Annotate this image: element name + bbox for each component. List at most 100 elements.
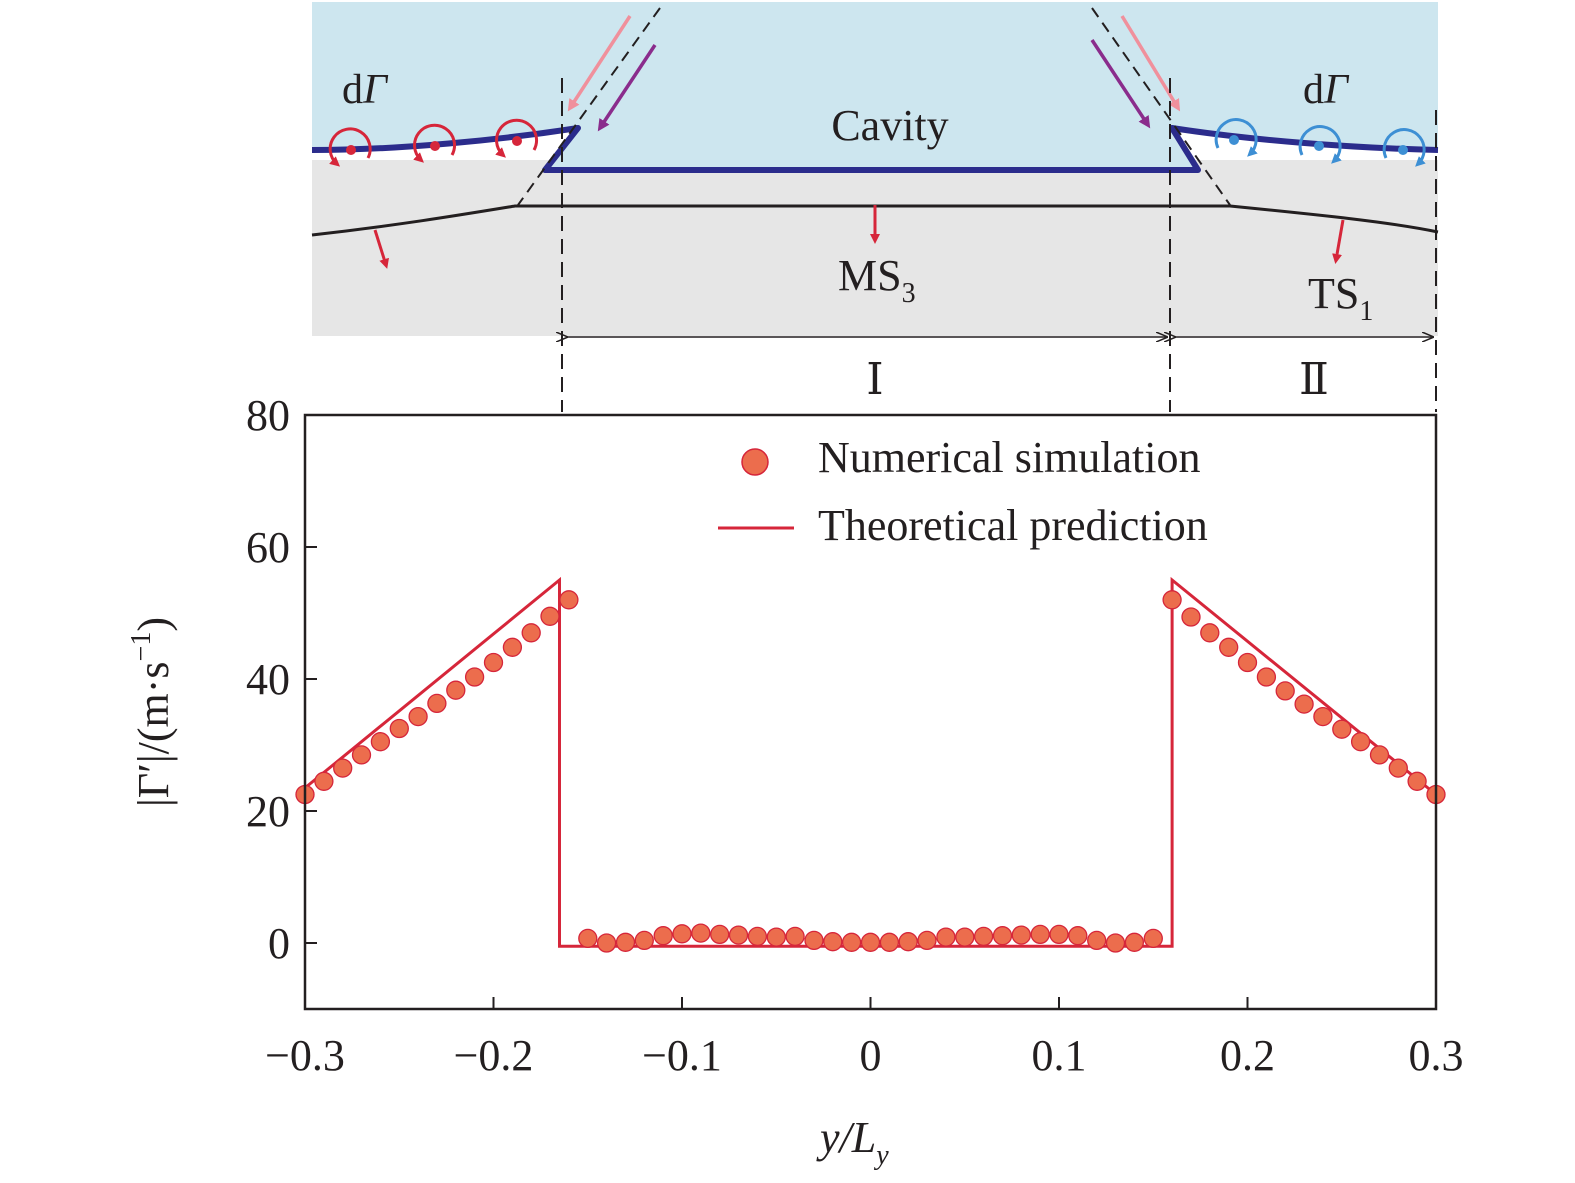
vortex-left-3 [495, 118, 539, 158]
chart: −0.3 −0.2 −0.1 0 0.1 0.2 0.3 0 20 40 60 80 y/Ly |Γ… [126, 391, 1464, 1171]
sim-point [860, 932, 881, 952]
sim-point [634, 930, 654, 951]
sim-point [578, 928, 598, 949]
sim-point [691, 923, 711, 943]
sim-point [1237, 652, 1258, 673]
shock-arrow-right [1332, 219, 1345, 264]
sim-point [314, 771, 334, 791]
sim-point [1388, 758, 1408, 778]
legend-marker-simulation [741, 448, 769, 476]
x-tick-label: −0.1 [642, 1031, 722, 1080]
gas-region [312, 160, 1438, 336]
sim-point [973, 926, 994, 947]
legend-label-simulation: Numerical simulation [818, 433, 1200, 482]
sim-point [1105, 933, 1126, 953]
sim-point [1200, 623, 1220, 643]
x-tick-label: 0 [860, 1031, 882, 1080]
sim-point [540, 606, 560, 626]
dashed-incident-left [517, 7, 661, 206]
sim-point [653, 926, 673, 946]
sim-point [483, 652, 504, 673]
arrow-purple-right [1090, 39, 1151, 129]
sim-point [728, 925, 749, 945]
y-tick-label: 60 [246, 523, 290, 572]
y-tick-label: 40 [246, 655, 290, 704]
dashed-incident-right [1091, 7, 1231, 206]
theory-line [304, 576, 1437, 948]
region-1-label: Ⅰ [866, 355, 883, 404]
sim-point [596, 933, 617, 953]
ms3-label: MS3 [838, 251, 916, 309]
sim-point [879, 932, 900, 952]
vortex-left-1 [328, 127, 372, 167]
sim-point [446, 680, 466, 700]
sim-point [1332, 719, 1352, 739]
sim-point [370, 732, 391, 752]
sim-point [747, 926, 768, 947]
sim-point [1275, 681, 1295, 701]
sim-point [1068, 926, 1088, 946]
sim-point [502, 637, 523, 657]
sim-point [351, 745, 372, 765]
sim-point [1219, 637, 1239, 657]
shock-line [311, 204, 1439, 237]
sim-point [389, 718, 409, 739]
y-axis-label: |Γ′|/(m·s−1) [126, 617, 178, 807]
y-tick-label: 80 [246, 391, 290, 440]
legend-label-theory: Theoretical prediction [818, 501, 1208, 550]
sim-point [955, 927, 975, 947]
x-tick-label: −0.3 [265, 1031, 345, 1080]
ts1-label: TS1 [1308, 269, 1373, 327]
dgamma-right-label: dΓ [1303, 67, 1350, 113]
x-tick-label: 0.3 [1409, 1031, 1464, 1080]
sim-point [804, 930, 824, 951]
sim-point [333, 758, 353, 778]
sim-point [1294, 694, 1314, 714]
sim-point [559, 590, 579, 610]
y-tick-label: 0 [268, 919, 290, 968]
sim-point [766, 927, 786, 947]
sim-point [1407, 771, 1427, 791]
sim-point [408, 706, 428, 727]
cavity-region [312, 2, 1438, 172]
sim-point [672, 924, 692, 944]
interface-line [311, 125, 1439, 173]
x-tick-label: 0.1 [1032, 1031, 1087, 1080]
region-2-label: Ⅱ [1299, 355, 1329, 404]
arrow-pink-right [1120, 15, 1181, 112]
sim-point [1030, 924, 1050, 945]
sim-point [1313, 706, 1333, 727]
sim-point [1143, 928, 1163, 949]
sim-point [992, 926, 1013, 946]
sim-point [464, 667, 485, 687]
sim-point [1162, 590, 1182, 610]
vortex-left-2 [413, 123, 457, 163]
shock-arrow-left [373, 229, 389, 269]
y-tick-label: 20 [246, 787, 290, 836]
simulation-points [295, 590, 1446, 953]
sim-point [1124, 932, 1145, 952]
sim-point [1087, 930, 1107, 951]
sim-point [427, 693, 447, 714]
sim-point [521, 623, 541, 643]
sim-point [917, 930, 937, 951]
schematic: Cavity dΓ dΓ MS3 TS1 Ⅰ Ⅱ [311, 2, 1439, 412]
sim-point [1350, 732, 1371, 752]
x-axis: −0.3 −0.2 −0.1 0 0.1 0.2 0.3 [265, 997, 1464, 1080]
x-axis-label: y/Ly [816, 1113, 889, 1171]
y-axis: 0 20 40 60 80 [246, 391, 317, 968]
legend: Numerical simulation Theoretical predict… [718, 433, 1208, 550]
vortex-right-2 [1298, 125, 1342, 164]
sim-point [1369, 745, 1390, 765]
dgamma-left-label: dΓ [342, 67, 389, 113]
sim-point [936, 927, 956, 947]
sim-point [785, 926, 805, 947]
sim-point [710, 924, 730, 945]
x-tick-label: −0.2 [454, 1031, 534, 1080]
sim-point [1181, 607, 1201, 627]
sim-point [823, 932, 843, 952]
arrow-pink-left [567, 15, 632, 112]
cavity-label: Cavity [831, 101, 948, 150]
sim-point [898, 932, 918, 952]
